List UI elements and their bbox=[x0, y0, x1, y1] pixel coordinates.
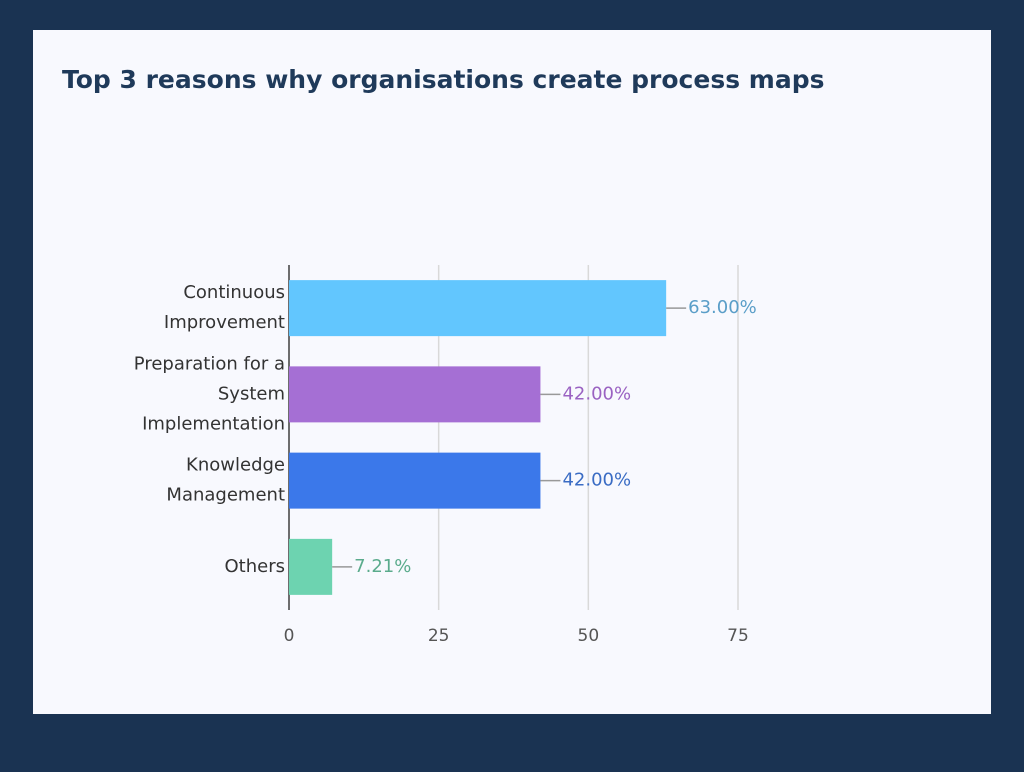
y-tick-label: Management bbox=[166, 485, 285, 506]
value-label: 63.00% bbox=[688, 297, 757, 318]
y-tick-label: System bbox=[218, 383, 285, 404]
y-tick-label: Knowledge bbox=[186, 455, 285, 476]
value-label: 7.21% bbox=[354, 556, 411, 577]
chart-title: Top 3 reasons why organisations create p… bbox=[62, 65, 824, 94]
x-tick-label: 0 bbox=[284, 626, 295, 646]
x-tick-label: 50 bbox=[578, 626, 600, 646]
x-tick-label: 75 bbox=[727, 626, 749, 646]
bar bbox=[289, 538, 333, 595]
y-tick-label: Others bbox=[225, 556, 286, 577]
bar bbox=[289, 366, 541, 423]
bar bbox=[289, 280, 667, 337]
value-label: 42.00% bbox=[562, 470, 631, 491]
x-tick-label: 25 bbox=[428, 626, 450, 646]
bar bbox=[289, 452, 541, 509]
y-tick-label: Implementation bbox=[142, 413, 285, 434]
y-tick-label: Improvement bbox=[164, 312, 285, 333]
y-tick-label: Continuous bbox=[183, 282, 285, 303]
value-label: 42.00% bbox=[562, 383, 631, 404]
y-tick-label: Preparation for a bbox=[134, 353, 285, 374]
